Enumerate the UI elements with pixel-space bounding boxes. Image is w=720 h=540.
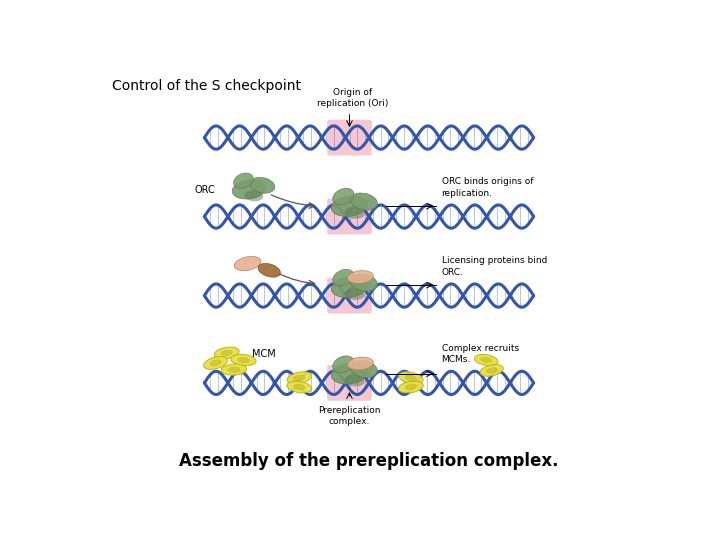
Ellipse shape [228, 367, 240, 372]
Ellipse shape [405, 384, 417, 390]
Ellipse shape [287, 372, 312, 384]
Ellipse shape [331, 196, 368, 217]
Ellipse shape [258, 264, 280, 277]
Ellipse shape [333, 188, 354, 205]
Text: ORC: ORC [195, 185, 215, 194]
Ellipse shape [350, 274, 377, 291]
Ellipse shape [481, 357, 492, 362]
Text: ORC binds origins of
replication.: ORC binds origins of replication. [441, 178, 533, 198]
Ellipse shape [287, 381, 312, 393]
Ellipse shape [487, 368, 497, 373]
FancyBboxPatch shape [327, 199, 372, 234]
Ellipse shape [234, 256, 261, 271]
Ellipse shape [221, 350, 233, 356]
Text: Complex recruits
MCMs.: Complex recruits MCMs. [441, 344, 518, 364]
Ellipse shape [333, 269, 354, 286]
Ellipse shape [347, 357, 374, 370]
Text: Assembly of the prereplication complex.: Assembly of the prereplication complex. [179, 452, 559, 470]
Text: Origin of
replication (Ori): Origin of replication (Ori) [317, 89, 388, 109]
FancyBboxPatch shape [327, 365, 372, 401]
Text: Licensing proteins bind
ORC.: Licensing proteins bind ORC. [441, 256, 547, 276]
Ellipse shape [331, 363, 368, 384]
Text: Control of the S checkpoint: Control of the S checkpoint [112, 79, 301, 93]
Ellipse shape [399, 372, 423, 384]
Ellipse shape [347, 271, 374, 284]
Ellipse shape [204, 356, 228, 369]
Ellipse shape [333, 356, 354, 373]
Ellipse shape [250, 178, 275, 193]
Ellipse shape [480, 364, 503, 376]
Ellipse shape [238, 357, 249, 363]
Ellipse shape [350, 361, 377, 377]
Ellipse shape [215, 347, 239, 359]
Ellipse shape [210, 360, 221, 366]
Ellipse shape [231, 354, 256, 366]
Ellipse shape [344, 288, 365, 300]
Ellipse shape [474, 354, 498, 366]
Ellipse shape [344, 207, 365, 219]
Ellipse shape [221, 364, 247, 375]
Ellipse shape [331, 277, 368, 298]
Ellipse shape [344, 375, 365, 387]
Ellipse shape [233, 180, 266, 199]
Ellipse shape [294, 375, 305, 381]
Text: Prereplication
complex.: Prereplication complex. [318, 406, 381, 426]
Ellipse shape [233, 173, 253, 188]
Ellipse shape [350, 193, 377, 210]
FancyBboxPatch shape [327, 278, 372, 313]
Ellipse shape [294, 384, 305, 390]
Ellipse shape [398, 381, 423, 393]
Text: MCM: MCM [252, 349, 276, 359]
FancyBboxPatch shape [327, 120, 372, 156]
Ellipse shape [405, 375, 416, 381]
Ellipse shape [244, 191, 264, 201]
